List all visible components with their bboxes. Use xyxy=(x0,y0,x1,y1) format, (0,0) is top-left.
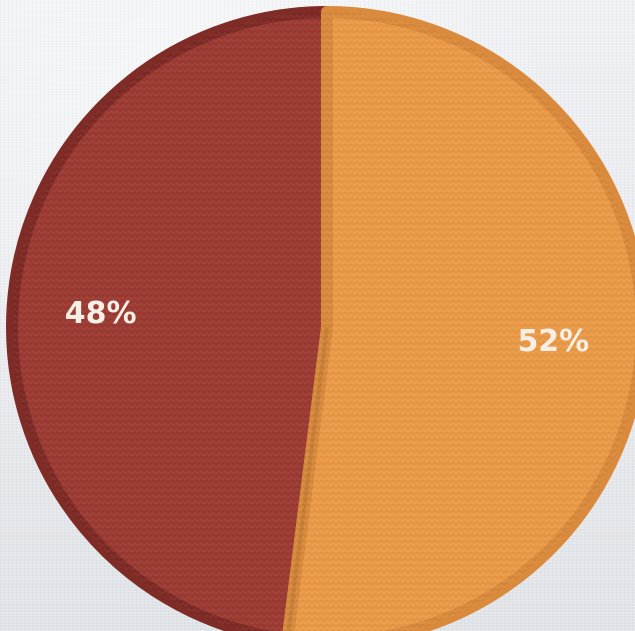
pie-slice-label-1: 48% xyxy=(65,296,137,331)
pie-slice-label-2: 52% xyxy=(517,324,589,359)
pie-labels: 48% 52% xyxy=(65,296,590,359)
pie-texture xyxy=(12,12,635,631)
